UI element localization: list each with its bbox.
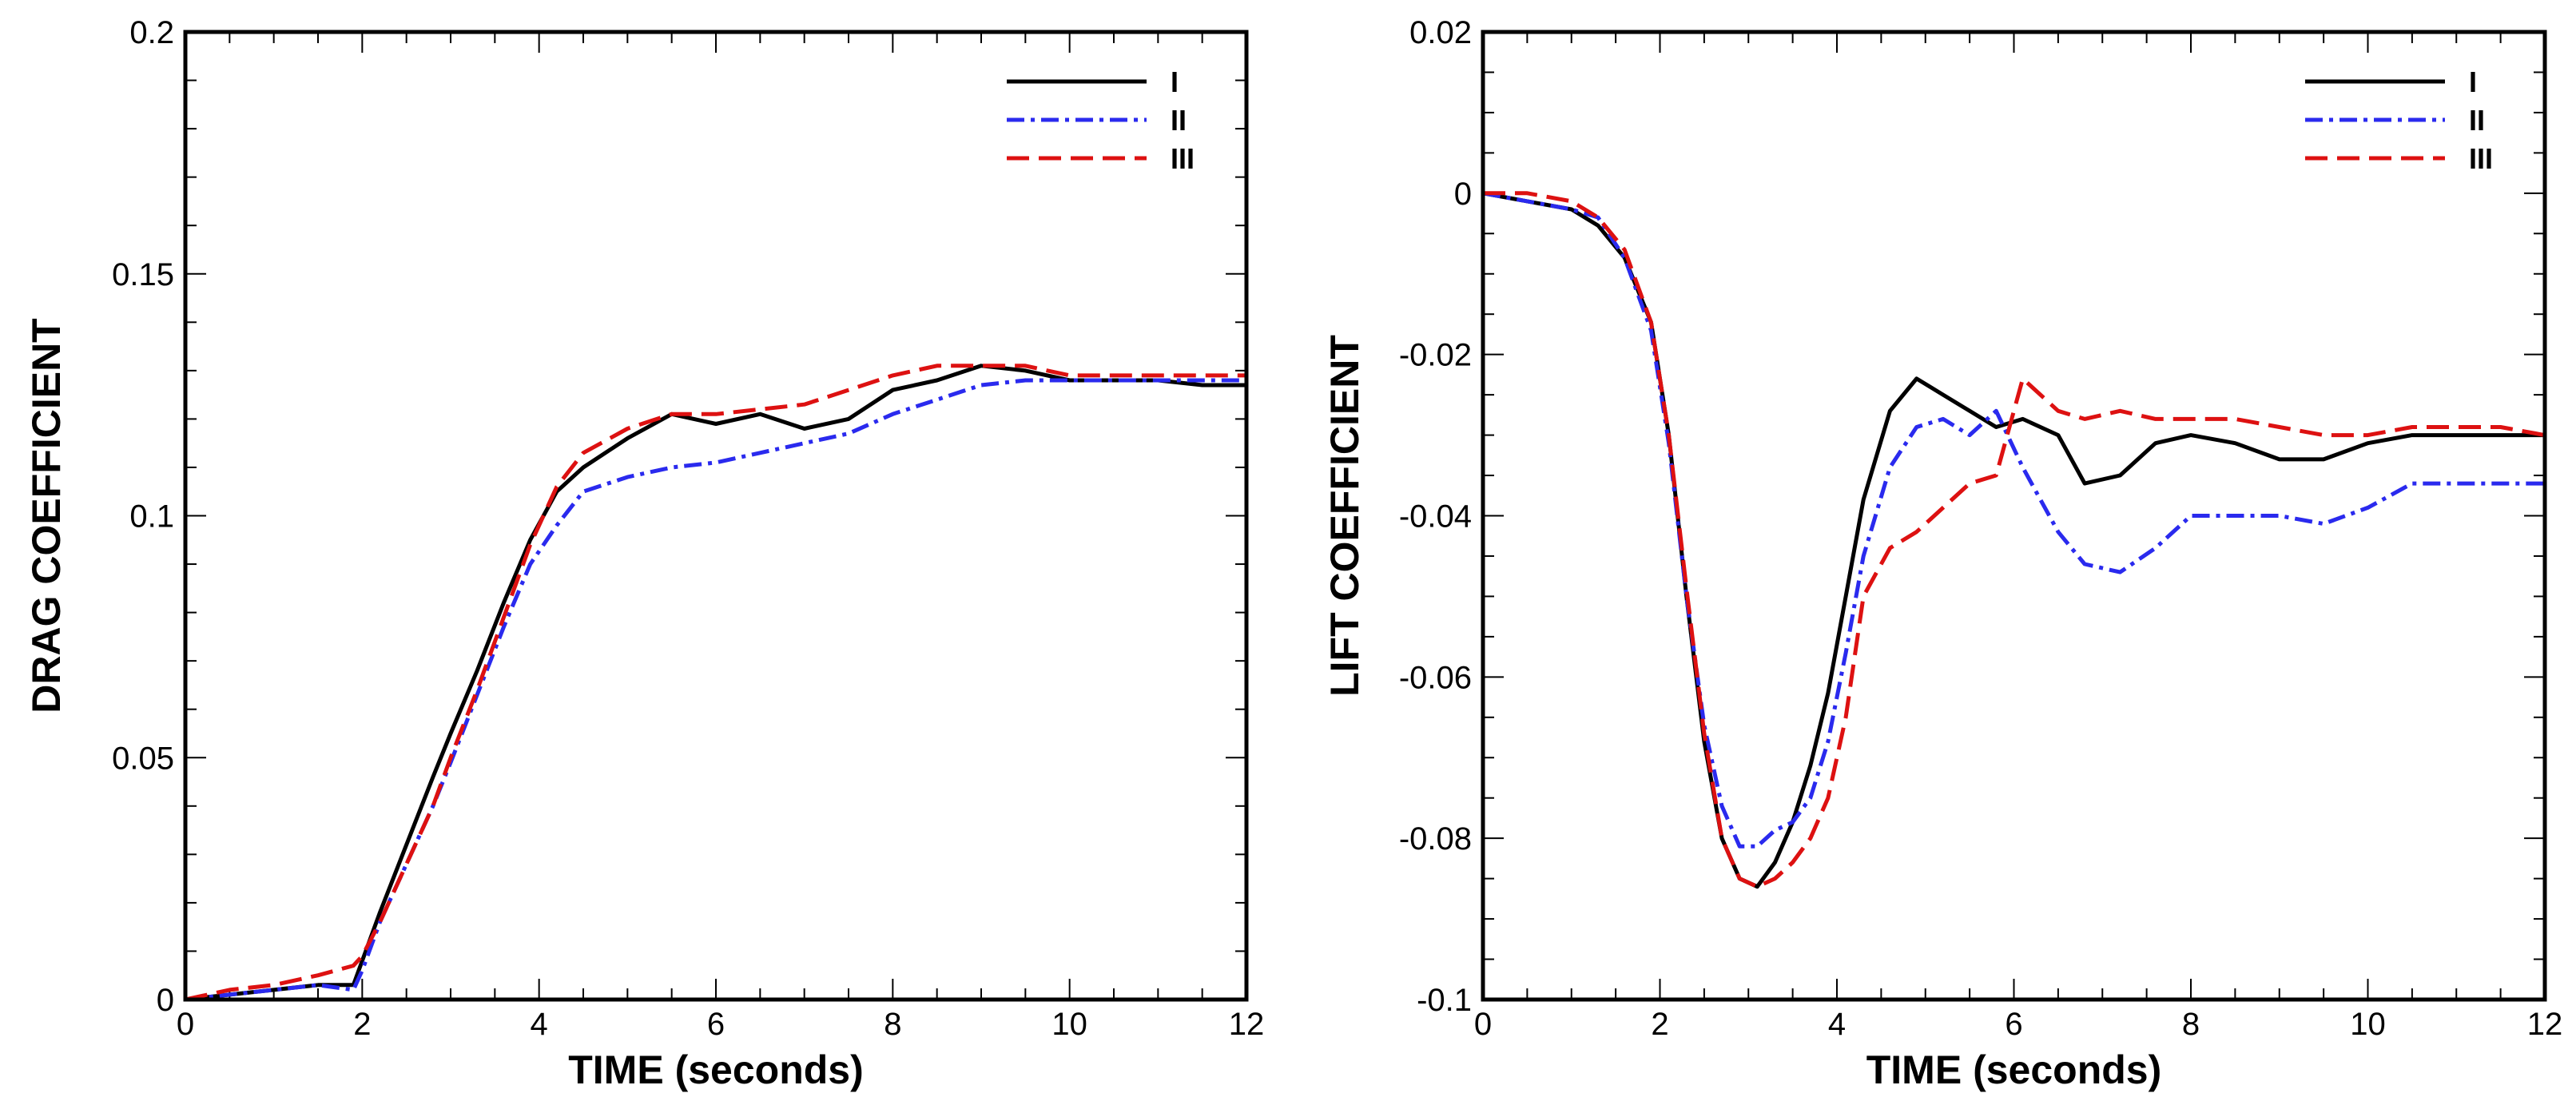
y-tick-label: -0.1 xyxy=(1417,983,1472,1018)
x-tick-label: 4 xyxy=(531,1007,548,1042)
y-tick-label: 0.2 xyxy=(129,15,174,50)
legend-label: III xyxy=(2469,142,2493,175)
y-tick-label: -0.04 xyxy=(1399,499,1472,535)
plot-frame xyxy=(183,30,1249,1002)
series-line-iii xyxy=(1483,191,2546,889)
x-tick-label: 0 xyxy=(1474,1007,1492,1042)
series-line-ii xyxy=(185,378,1246,1002)
y-tick-label: 0 xyxy=(1454,177,1472,212)
x-axis-title: TIME (seconds) xyxy=(568,1047,863,1092)
legend-label: I xyxy=(2469,66,2477,98)
y-tick-label: 0.1 xyxy=(129,499,174,535)
lift-coefficient-chart: 0 2 4 6 8 10 12 -0.1 -0.08 -0.06 -0.04 -0.02 0 0.02 TI… xyxy=(1322,15,2562,1092)
plot-frame xyxy=(1481,30,2547,1002)
legend-label: II xyxy=(2469,104,2485,137)
x-tick-label: 8 xyxy=(2182,1007,2200,1042)
y-tick-label: 0.15 xyxy=(112,257,174,292)
x-tick-label: 8 xyxy=(884,1007,901,1042)
y-tick-label: 0.05 xyxy=(112,741,174,776)
y-tick-label: -0.08 xyxy=(1399,821,1472,857)
y-tick-label: -0.02 xyxy=(1399,338,1472,373)
x-tick-label: 10 xyxy=(2350,1007,2386,1042)
x-tick-label: 2 xyxy=(353,1007,371,1042)
drag-coefficient-chart: 0 2 4 6 8 10 12 0 0.05 0.1 0.15 0.2 TIME (seconds) DR… xyxy=(24,15,1264,1092)
y-tick-label: 0.02 xyxy=(1409,15,1472,50)
series-line-i xyxy=(185,364,1246,1002)
series-line-ii xyxy=(1482,191,2545,849)
legend-label: I xyxy=(1171,66,1179,98)
x-tick-label: 12 xyxy=(1229,1007,1265,1042)
x-tick-label: 2 xyxy=(1651,1007,1668,1042)
x-tick-label: 6 xyxy=(2005,1007,2022,1042)
x-axis-title: TIME (seconds) xyxy=(1866,1047,2161,1092)
legend-label: III xyxy=(1171,142,1195,175)
y-axis-title: DRAG COEFFICIENT xyxy=(24,318,69,713)
x-tick-label: 10 xyxy=(1051,1007,1087,1042)
x-tick-label: 0 xyxy=(177,1007,194,1042)
x-tick-label: 6 xyxy=(707,1007,725,1042)
x-tick-label: 12 xyxy=(2527,1007,2563,1042)
x-tick-label: 4 xyxy=(1828,1007,1846,1042)
y-tick-label: -0.06 xyxy=(1399,660,1472,695)
series-line-iii xyxy=(185,364,1246,1002)
legend-label: II xyxy=(1171,104,1187,137)
y-tick-label: 0 xyxy=(157,983,174,1018)
y-axis-title: LIFT COEFFICIENT xyxy=(1322,335,1367,697)
